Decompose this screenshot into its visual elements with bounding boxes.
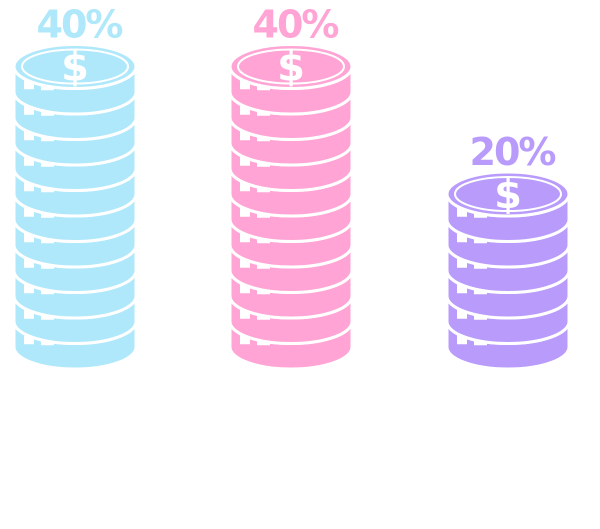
coin-top-face — [445, 170, 571, 218]
coin-stack-1: $40% — [12, 3, 138, 371]
coin-notch — [24, 307, 34, 319]
coin-notch — [240, 256, 250, 268]
coin-notch — [240, 180, 250, 192]
coin-notch — [457, 256, 467, 268]
data-label: 40% — [253, 3, 339, 47]
data-label: 20% — [470, 130, 556, 174]
coin-notch — [240, 78, 250, 90]
coin-top-face — [228, 43, 354, 90]
coin-notch — [457, 307, 467, 319]
coin-notch — [24, 103, 34, 115]
coin-notch — [240, 103, 250, 115]
dollar-sign-icon: $ — [277, 45, 305, 91]
coin-notch — [24, 333, 34, 345]
coin-top-rim — [454, 176, 562, 212]
coin-top-rim — [21, 48, 129, 85]
coin-notch — [457, 231, 467, 243]
coin-notch — [24, 154, 34, 166]
coin-notch — [240, 231, 250, 243]
data-label: 40% — [37, 3, 123, 47]
coin-notch — [24, 231, 34, 243]
coin-stack-3: $20% — [445, 130, 571, 371]
coin-notch — [24, 256, 34, 268]
dollar-sign-icon: $ — [494, 172, 522, 218]
coin-top-face — [12, 43, 138, 90]
coin-stacks: $40%$40%$20% — [12, 3, 571, 371]
coin-top-rim — [237, 48, 345, 85]
coin-notch — [240, 154, 250, 166]
coin-notch — [240, 282, 250, 294]
coin-notch — [24, 180, 34, 192]
coin-notch — [240, 307, 250, 319]
coin-notch — [240, 129, 250, 141]
coin-notch — [24, 129, 34, 141]
coin-notch — [457, 205, 467, 217]
coin-notch — [24, 282, 34, 294]
coin-notch — [457, 333, 467, 345]
coin-notch — [24, 78, 34, 90]
coin-notch — [457, 282, 467, 294]
coin-notch — [240, 205, 250, 217]
coin-stack-2: $40% — [228, 3, 354, 371]
dollar-sign-icon: $ — [61, 45, 89, 91]
coin-notch — [240, 333, 250, 345]
coin-notch — [24, 205, 34, 217]
